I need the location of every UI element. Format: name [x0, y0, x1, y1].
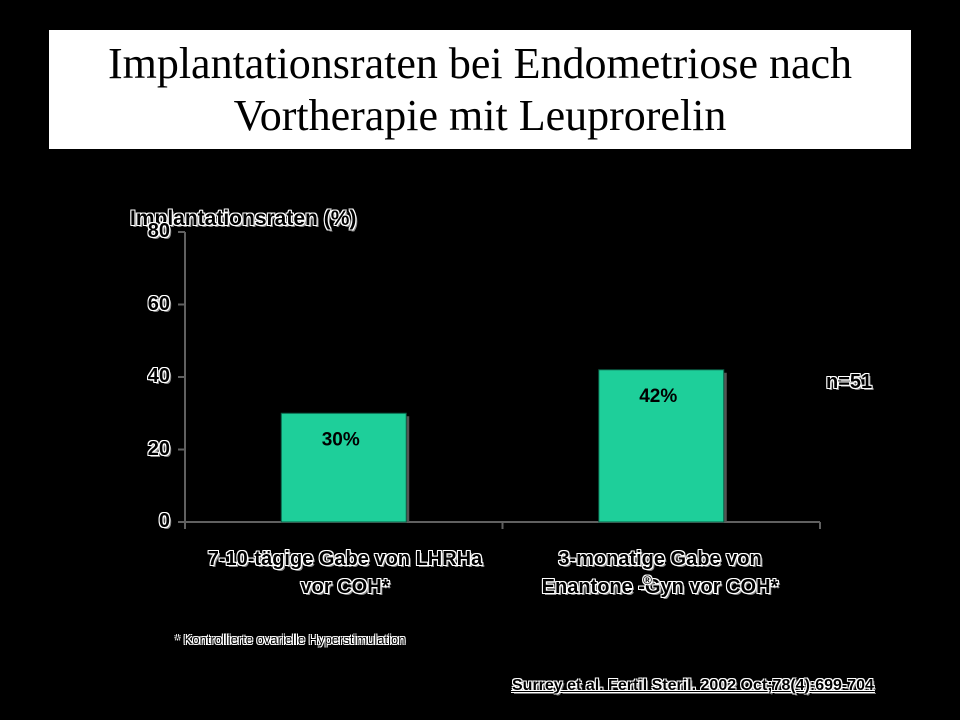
sample-size-annotation: n=51: [826, 371, 873, 393]
bars: 30% 42%: [280, 369, 727, 523]
bar: [598, 369, 725, 523]
axis-ticks: [178, 231, 821, 529]
y-axis-title: Implantationsraten (%): [130, 207, 357, 230]
bar-data-label: 30%: [322, 429, 360, 450]
y-tick-label: 40: [147, 365, 170, 387]
y-tick-label: 60: [147, 292, 170, 315]
bar: [280, 412, 407, 523]
x-category-line: Enantone -Gyn vor COH*: [541, 576, 779, 598]
x-category-line: 7-10-tägige Gabe von LHRHa: [207, 548, 483, 570]
title-box: Implantationsraten bei Endometriose nach…: [49, 30, 911, 149]
y-tick-label: 0: [158, 510, 170, 532]
x-category-label-1: 7-10-tägige Gabe von LHRHa vor COH*: [165, 545, 525, 601]
y-tick-label: 80: [147, 220, 170, 242]
y-tick-label: 20: [147, 437, 170, 460]
citation-link[interactable]: Surrey et al. Fertil Steril. 2002 Oct;78…: [512, 677, 874, 694]
slide-title: Implantationsraten bei Endometriose nach…: [107, 38, 853, 140]
registered-mark: ®: [643, 573, 652, 587]
x-category-line: vor COH*: [300, 576, 390, 598]
bar-data-label: 42%: [639, 386, 677, 407]
footnote: * Kontrollierte ovarielle Hyperstimulati…: [175, 632, 406, 647]
x-category-label-2: 3-monatige Gabe von Enantone -Gyn vor CO…: [490, 545, 830, 601]
x-category-line: 3-monatige Gabe von: [558, 548, 762, 570]
